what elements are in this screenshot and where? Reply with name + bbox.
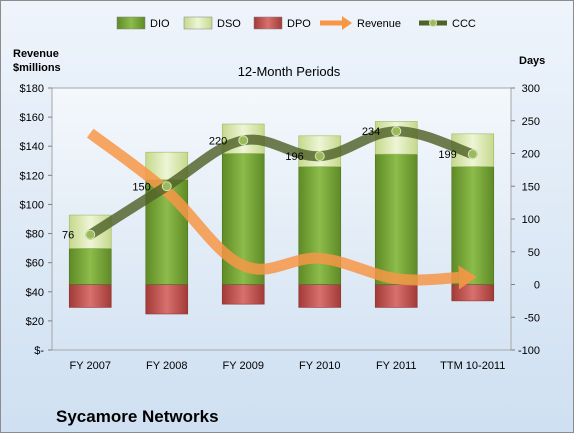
x-axis-tick-label: TTM 10-2011	[440, 360, 505, 372]
right-axis-tick-label: 0	[534, 280, 540, 292]
lines-layer: 76 150 220 196 234 199	[62, 126, 478, 290]
bars-layer	[68, 121, 495, 315]
legend-label: CCC	[452, 18, 476, 30]
dpo-bar	[374, 284, 418, 308]
ccc-data-label: 196	[285, 151, 303, 163]
revenue-line	[86, 128, 460, 286]
left-axis-tick-label: $140	[20, 141, 44, 153]
legend: DIO DSO DPO Revenue CCC	[116, 16, 476, 30]
right-axis-tick-label: 50	[528, 247, 540, 259]
right-axis-tick-label: 100	[522, 214, 540, 226]
dio-bar	[374, 153, 418, 285]
ccc-line	[85, 126, 478, 240]
dio-bar	[68, 248, 112, 285]
right-axis-tick-label: -100	[518, 345, 540, 357]
left-axis-tick-label: $120	[20, 170, 44, 182]
right-axis-tick-label: 150	[522, 181, 540, 193]
right-axis-tick-label: -50	[524, 312, 540, 324]
left-axis-tick-label: $180	[20, 83, 44, 95]
ccc-point	[161, 181, 172, 192]
legend-swatch-dpo	[253, 16, 283, 30]
chart-title: 12-Month Periods	[238, 64, 341, 79]
dpo-bar	[298, 284, 342, 308]
left-axis-title-line2: $millions	[13, 62, 61, 74]
ccc-data-label: 220	[209, 135, 227, 147]
left-axis-tick-label: $20	[26, 316, 44, 328]
x-axis-tick-label: FY 2011	[376, 360, 417, 372]
ccc-point	[391, 126, 402, 137]
right-axis-tick-label: 250	[522, 116, 540, 128]
ccc-point	[238, 135, 249, 146]
left-axis-tick-label: $80	[26, 229, 44, 241]
dpo-bar	[221, 284, 265, 305]
legend-label: DSO	[217, 18, 241, 30]
right-axis-tick-label: 300	[522, 83, 540, 95]
legend-swatch-ccc-marker	[429, 19, 437, 27]
ccc-data-label: 234	[362, 126, 380, 138]
dpo-bar	[145, 284, 189, 315]
ccc-point	[314, 151, 325, 162]
left-axis-tick-label: $-	[34, 345, 44, 357]
right-axis-title: Days	[519, 55, 545, 67]
ccc-data-label: 199	[438, 149, 456, 161]
left-axis-tick-label: $160	[20, 112, 44, 124]
revenue-arrowhead	[458, 265, 477, 290]
x-axis-tick-label: FY 2007	[70, 360, 111, 372]
left-axis-tick-label: $100	[20, 199, 44, 211]
x-axis-tick-label: FY 2008	[146, 360, 187, 372]
left-axis-tick-label: $40	[26, 287, 44, 299]
ccc-point	[85, 229, 96, 240]
dio-bar	[451, 166, 495, 285]
legend-swatch-dso	[183, 16, 213, 30]
ccc-data-label: 150	[132, 181, 150, 193]
left-axis-title-line1: Revenue	[13, 48, 59, 60]
ccc-data-label: 76	[62, 230, 74, 242]
legend-swatch-revenue-arrowhead	[342, 16, 352, 30]
legend-swatch-dio	[116, 16, 146, 30]
legend-label: DPO	[287, 18, 311, 30]
x-axis-tick-label: FY 2010	[299, 360, 340, 372]
plot-area	[51, 87, 512, 351]
legend-label: DIO	[150, 18, 170, 30]
axes-layer: $- $20 $40 $60 $80 $100 $120 $140 $160 $180 -100 -5…	[20, 83, 540, 372]
ccc-point	[467, 149, 478, 160]
company-name: Sycamore Networks	[56, 407, 219, 426]
dpo-bar	[68, 284, 112, 308]
dpo-bar	[451, 284, 495, 302]
left-axis-tick-label: $60	[26, 258, 44, 270]
x-axis-tick-label: FY 2009	[223, 360, 264, 372]
right-axis-tick-label: 200	[522, 149, 540, 161]
legend-label: Revenue	[357, 18, 401, 30]
dio-bar	[298, 166, 342, 285]
